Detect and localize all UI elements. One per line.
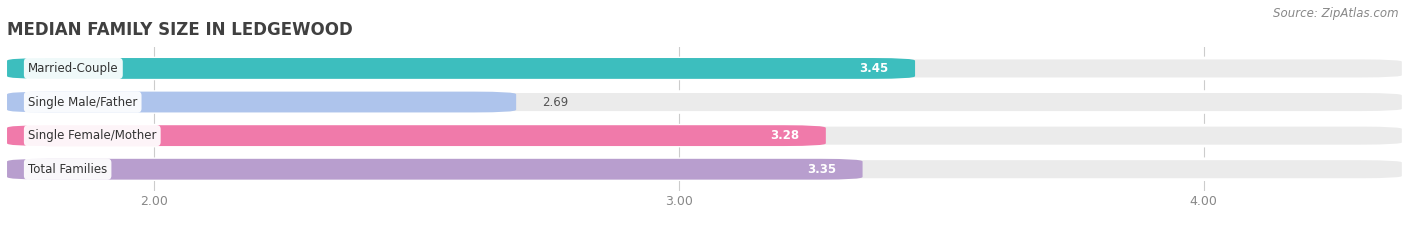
Text: Total Families: Total Families <box>28 163 107 176</box>
FancyBboxPatch shape <box>7 92 1403 113</box>
FancyBboxPatch shape <box>7 92 516 113</box>
Text: Single Female/Mother: Single Female/Mother <box>28 129 156 142</box>
Text: Single Male/Father: Single Male/Father <box>28 96 138 109</box>
FancyBboxPatch shape <box>7 125 1403 146</box>
FancyBboxPatch shape <box>7 159 862 180</box>
Text: Source: ZipAtlas.com: Source: ZipAtlas.com <box>1274 7 1399 20</box>
FancyBboxPatch shape <box>7 58 1403 79</box>
Text: 2.69: 2.69 <box>543 96 568 109</box>
Text: 3.28: 3.28 <box>770 129 800 142</box>
FancyBboxPatch shape <box>7 58 915 79</box>
FancyBboxPatch shape <box>7 125 825 146</box>
Text: MEDIAN FAMILY SIZE IN LEDGEWOOD: MEDIAN FAMILY SIZE IN LEDGEWOOD <box>7 21 353 39</box>
FancyBboxPatch shape <box>7 159 1403 180</box>
Text: 3.35: 3.35 <box>807 163 837 176</box>
Text: Married-Couple: Married-Couple <box>28 62 118 75</box>
Text: 3.45: 3.45 <box>859 62 889 75</box>
